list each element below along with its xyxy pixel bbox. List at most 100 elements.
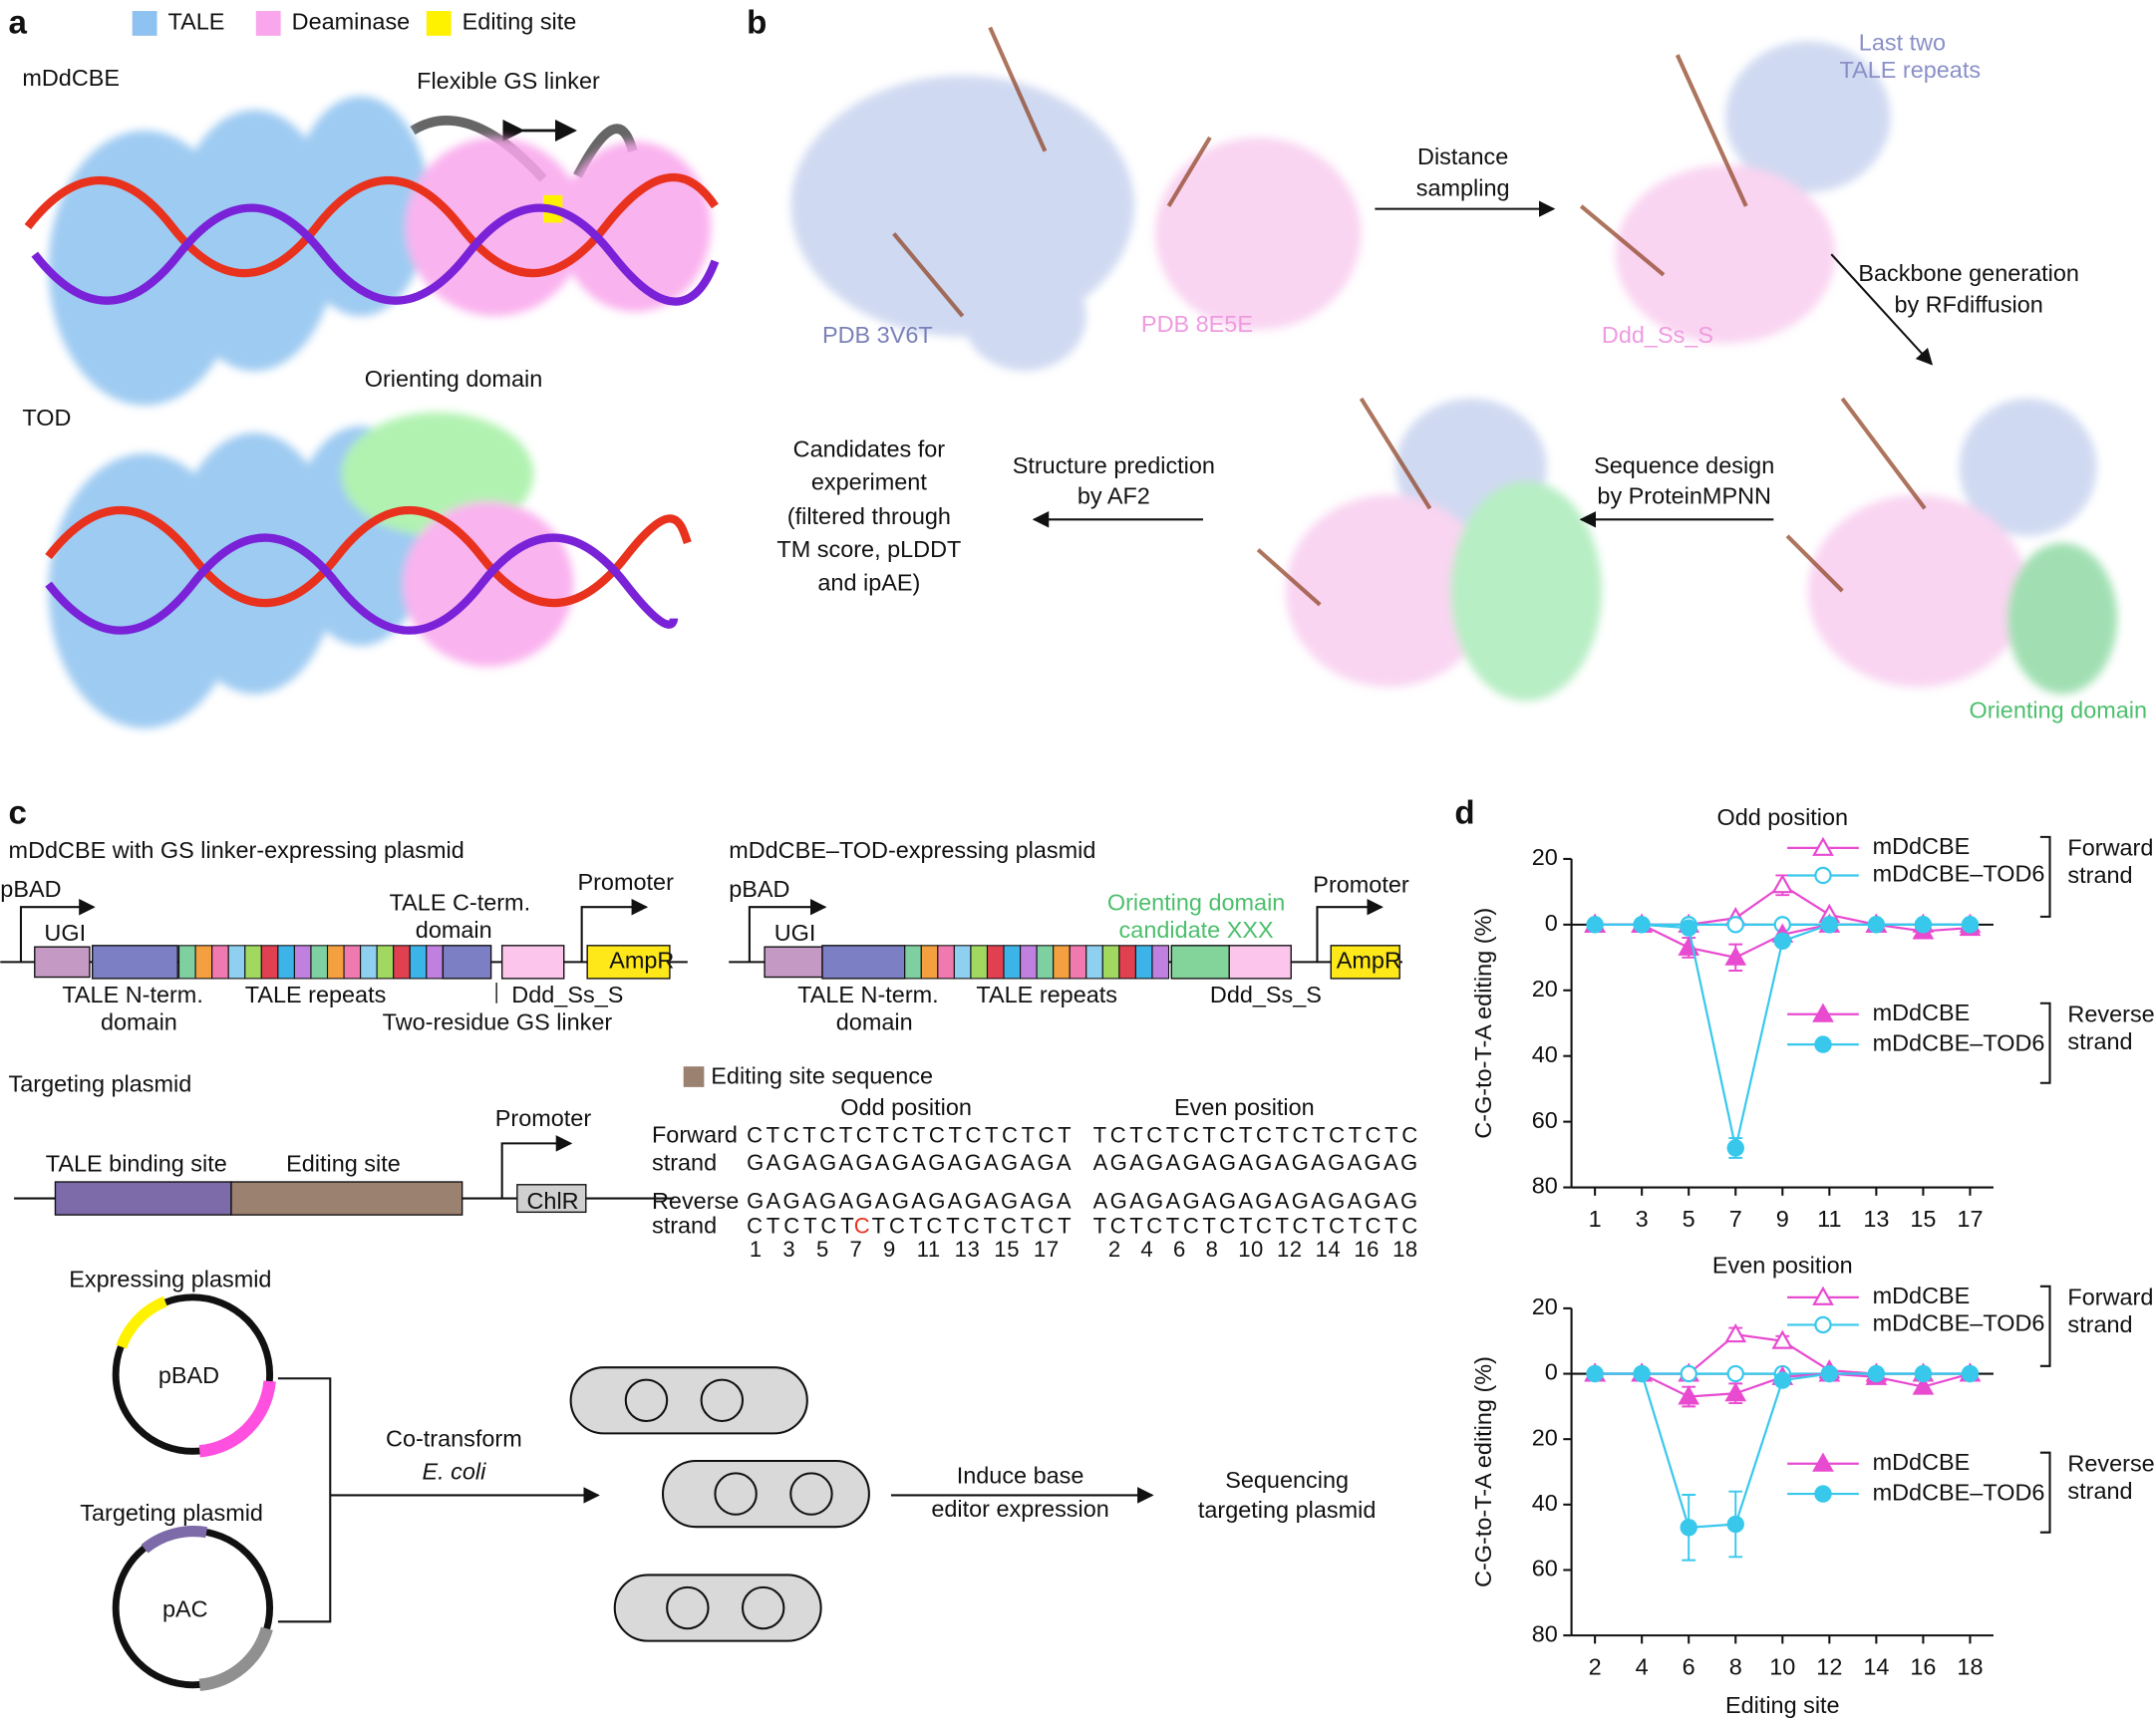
label: TALE repeats bbox=[245, 982, 387, 1007]
repeat-box bbox=[409, 945, 428, 980]
label: by RFdiffusion bbox=[1894, 292, 2042, 318]
dna bbox=[31, 203, 720, 306]
label: domain bbox=[416, 917, 492, 943]
protein-surface bbox=[48, 96, 712, 728]
repeat-box bbox=[293, 945, 312, 980]
x-tick-label: 14 bbox=[1863, 1653, 1889, 1679]
label: Reverse bbox=[652, 1188, 739, 1214]
binding-box bbox=[54, 1181, 232, 1216]
repeat-box bbox=[426, 945, 444, 980]
cells bbox=[569, 1366, 870, 1642]
label: Last two bbox=[1859, 29, 1946, 55]
label: Orienting domain bbox=[1107, 890, 1285, 916]
label: Promoter bbox=[495, 1105, 592, 1131]
plasmid-gene bbox=[141, 1526, 208, 1554]
marker bbox=[1724, 1322, 1747, 1343]
legend-marker bbox=[1814, 1485, 1832, 1503]
legend-label: mDdCBE–TOD6 bbox=[1873, 1479, 2045, 1505]
repeat-box bbox=[178, 945, 196, 980]
nterm-box bbox=[821, 945, 906, 980]
repeat-box bbox=[920, 945, 939, 980]
label: Forward bbox=[652, 1122, 738, 1148]
label: TALE C-term. bbox=[390, 890, 531, 916]
marker bbox=[1867, 916, 1886, 934]
y-axis-label: C-G-to-T-A editing (%) bbox=[1470, 1356, 1496, 1587]
chart: Even position C-G-to-T-A editing (%) Editi… bbox=[1470, 1253, 2155, 1718]
label: mDdCBE–TOD-expressing plasmid bbox=[729, 837, 1095, 863]
legend-marker bbox=[1814, 1315, 1832, 1334]
sequence: TCTCTCTCTCTCTCTCTC bbox=[1093, 1122, 1418, 1147]
legend-label: Deaminase bbox=[292, 9, 411, 35]
x-tick-label: 11 bbox=[1817, 1206, 1841, 1232]
label: editor expression bbox=[931, 1496, 1108, 1522]
legend-group-label: strand bbox=[2067, 1311, 2132, 1337]
legend-marker bbox=[1812, 1286, 1834, 1305]
y-tick-label: 40 bbox=[1532, 1490, 1558, 1516]
orienting-box bbox=[1170, 945, 1230, 980]
marker bbox=[1680, 919, 1697, 937]
x-tick-label: 2 bbox=[1589, 1653, 1602, 1679]
label: Targeting plasmid bbox=[80, 1500, 263, 1526]
repeat-box bbox=[1003, 945, 1022, 980]
label: Sequencing bbox=[1225, 1467, 1349, 1493]
plasmid-gene bbox=[198, 1380, 276, 1458]
label: and ipAE) bbox=[817, 569, 920, 595]
promoter-arrow bbox=[748, 898, 827, 963]
sequence: TCTCTCTCTCTCTCTCTC bbox=[1093, 1213, 1418, 1238]
y-tick-label: 60 bbox=[1532, 1107, 1558, 1133]
legend-marker bbox=[1814, 1035, 1832, 1053]
label: PDB 8E5E bbox=[1141, 311, 1253, 337]
legend-group-label: Reverse bbox=[2067, 1450, 2154, 1476]
marker bbox=[1773, 932, 1791, 951]
chlr-box bbox=[516, 1184, 587, 1214]
marker bbox=[1680, 1519, 1697, 1537]
y-tick-label: 80 bbox=[1532, 1173, 1558, 1199]
marker bbox=[1961, 1364, 1980, 1383]
label: TALE binding site bbox=[46, 1151, 227, 1177]
label: Even position bbox=[1174, 1094, 1315, 1120]
legend-label: Editing site bbox=[462, 9, 577, 35]
y-tick-label: 20 bbox=[1532, 844, 1558, 870]
label: Flexible GS linker bbox=[417, 68, 600, 94]
chart: Odd position C-G-to-T-A editing (%) 20 0 20 4… bbox=[1470, 804, 2155, 1232]
promoter-arrow bbox=[19, 898, 96, 963]
legend-group-label: Forward bbox=[2067, 1284, 2153, 1309]
repeat-box bbox=[1069, 945, 1087, 980]
label: Editing site bbox=[286, 1151, 401, 1177]
repeat-box bbox=[970, 945, 989, 980]
label: Promoter bbox=[1313, 872, 1409, 898]
repeat-box bbox=[244, 945, 262, 980]
chart-title: Even position bbox=[1712, 1253, 1853, 1279]
repeat-box bbox=[310, 945, 329, 980]
label: pAC bbox=[162, 1595, 208, 1621]
panel-label: c bbox=[9, 795, 27, 832]
promoter-arrow bbox=[1316, 898, 1384, 963]
label: TOD bbox=[22, 405, 71, 430]
editing-box bbox=[230, 1181, 463, 1216]
dna bbox=[45, 533, 679, 635]
marker bbox=[1726, 1515, 1744, 1534]
label: Odd position bbox=[840, 1094, 972, 1120]
marker bbox=[1678, 1385, 1700, 1405]
repeat-box bbox=[1118, 945, 1136, 980]
repeat-box bbox=[1085, 945, 1103, 980]
arrow bbox=[1830, 253, 1934, 366]
panel-label: b bbox=[747, 5, 767, 42]
x-tick-label: 1 bbox=[1589, 1206, 1602, 1232]
nterm-box bbox=[92, 945, 178, 980]
legend-label: mDdCBE–TOD6 bbox=[1873, 861, 2045, 887]
legend-marker bbox=[1814, 866, 1832, 885]
repeat-box bbox=[277, 945, 295, 980]
dna bbox=[24, 172, 719, 278]
x-tick-label: 9 bbox=[1776, 1206, 1789, 1232]
label: domain bbox=[101, 1009, 177, 1035]
sequence: GAGAGAGAGAGAGAGAGA bbox=[747, 1189, 1072, 1214]
seq-part: TCTCTCTCTCT bbox=[872, 1213, 1072, 1238]
legend-marker bbox=[1812, 1003, 1834, 1022]
sequence: AGAGAGAGAGAGAGAGAG bbox=[1093, 1189, 1417, 1214]
positions: 1 3 5 7 9 11 13 15 17 bbox=[750, 1237, 1059, 1262]
marker bbox=[1726, 1364, 1744, 1383]
marker bbox=[1961, 916, 1980, 934]
ddd-box bbox=[500, 945, 565, 980]
